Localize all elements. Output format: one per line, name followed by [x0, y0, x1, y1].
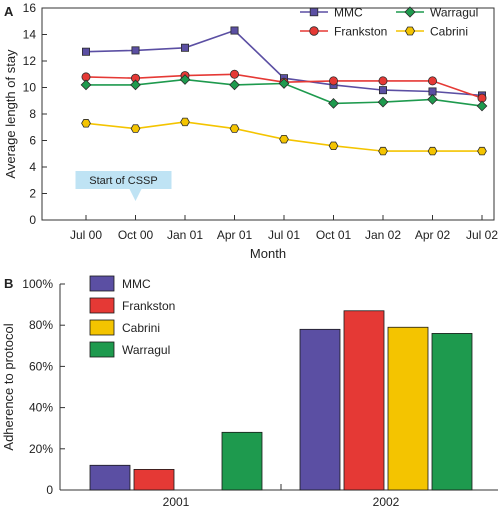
legend-label-cabrini: Cabrini: [430, 25, 468, 39]
x-tick-label-apr-01: Apr 01: [217, 228, 253, 242]
x-tick-label-2002: 2002: [373, 495, 400, 508]
x-tick-label-jan-01: Jan 01: [167, 228, 203, 242]
data-point-mmc: [428, 87, 437, 96]
legend-swatch-cabrini: [89, 319, 115, 336]
data-point-warragul: [377, 96, 389, 108]
data-point-frankston: [427, 76, 437, 86]
panel-label-a: A: [4, 4, 14, 19]
y-tick-label-b-100: 100%: [22, 277, 53, 291]
annotation-label: Start of CSSP: [89, 175, 157, 187]
data-point-cabrini: [229, 124, 240, 133]
legend-marker-mmc: [309, 7, 319, 17]
y-tick-label-a-16: 16: [23, 1, 37, 15]
y-tick-label-a-0: 0: [29, 213, 36, 227]
annotation-box: [75, 171, 172, 189]
y-tick-label-b-20: 20%: [29, 442, 53, 456]
legend-marker-frankston: [309, 26, 319, 36]
x-tick-label-jul-01: Jul 01: [268, 228, 300, 242]
data-point-warragul: [80, 79, 92, 91]
data-point-cabrini: [378, 146, 388, 156]
x-tick-label-jul-02: Jul 02: [466, 228, 498, 242]
legend-label-b-cabrini: Cabrini: [122, 321, 160, 335]
y-axis-title-b: Adherence to protocol: [1, 323, 16, 450]
x-tick-label-2001: 2001: [163, 495, 190, 508]
y-tick-label-a-4: 4: [29, 160, 36, 174]
data-point-warragul: [278, 78, 290, 89]
legend-label-mmc: MMC: [334, 6, 363, 20]
data-point-frankston: [328, 76, 338, 86]
data-point-frankston: [378, 76, 388, 86]
legend-label-warragul: Warragul: [430, 6, 478, 20]
annotation-pointer: [129, 189, 142, 201]
x-tick-label-jul-00: Jul 00: [70, 228, 102, 242]
legend-label-b-frankston: Frankston: [122, 299, 175, 313]
y-tick-label-b-60: 60%: [29, 359, 53, 373]
y-tick-label-a-6: 6: [29, 134, 36, 148]
y-tick-label-b-40: 40%: [29, 401, 53, 415]
legend-label-frankston: Frankston: [334, 25, 387, 39]
data-point-mmc: [180, 43, 189, 52]
data-point-warragul: [130, 79, 141, 91]
y-tick-label-a-2: 2: [29, 187, 36, 201]
bar-frankston-2002: [343, 310, 385, 491]
x-axis-title-a: Month: [250, 246, 286, 261]
legend-label-b-warragul: Warragul: [122, 343, 170, 357]
bar-mmc-2001: [89, 464, 131, 491]
x-tick-label-oct-00: Oct 00: [118, 228, 154, 242]
data-point-cabrini: [477, 146, 487, 156]
y-tick-label-b-0: 0: [46, 483, 53, 497]
bar-cabrini-2002: [387, 326, 429, 491]
data-point-warragul: [179, 74, 191, 85]
y-axis-title-a: Average length of stay: [3, 49, 18, 179]
y-tick-label-a-12: 12: [23, 54, 37, 68]
legend-swatch-warragul: [89, 341, 115, 358]
data-point-cabrini: [81, 119, 91, 128]
data-point-warragul: [427, 94, 438, 105]
data-point-warragul: [328, 98, 339, 109]
data-point-warragul: [229, 79, 240, 91]
bar-warragul-2002: [431, 333, 473, 491]
legend-swatch-mmc: [89, 275, 115, 292]
data-point-cabrini: [328, 141, 339, 151]
legend-marker-warragul: [404, 6, 416, 18]
bar-warragul-2001: [221, 431, 263, 491]
bar-frankston-2001: [133, 468, 175, 491]
data-point-frankston: [229, 69, 239, 79]
y-tick-label-a-10: 10: [23, 81, 37, 95]
data-point-mmc: [131, 46, 140, 55]
legend-swatch-frankston: [89, 297, 115, 314]
data-point-cabrini: [180, 117, 190, 127]
bar-mmc-2002: [299, 328, 341, 491]
data-point-cabrini: [427, 146, 438, 156]
legend-marker-cabrini: [404, 26, 416, 36]
y-tick-label-a-14: 14: [23, 28, 37, 42]
legend-label-b-mmc: MMC: [122, 277, 151, 291]
y-tick-label-b-80: 80%: [29, 318, 53, 332]
bar-chart-adherence: B 0 20% 40% 60% 80% 100% Adherence to protocol…: [1, 275, 498, 508]
y-tick-label-a-8: 8: [29, 107, 36, 121]
x-tick-label-jan-02: Jan 02: [365, 228, 401, 242]
data-point-cabrini: [130, 124, 141, 133]
data-point-mmc: [378, 86, 387, 95]
data-point-warragul: [476, 100, 488, 112]
data-point-mmc: [230, 26, 239, 35]
data-point-mmc: [82, 47, 91, 56]
x-tick-label-oct-01: Oct 01: [316, 228, 352, 242]
x-tick-label-apr-02: Apr 02: [415, 228, 451, 242]
line-chart-length-of-stay: A 0 2 4 6 8 10 12 14 16 Jul 00 Oct 00 Jan 01 Apr 01 J…: [3, 1, 498, 261]
data-point-cabrini: [279, 134, 289, 144]
panel-label-b: B: [4, 276, 13, 291]
